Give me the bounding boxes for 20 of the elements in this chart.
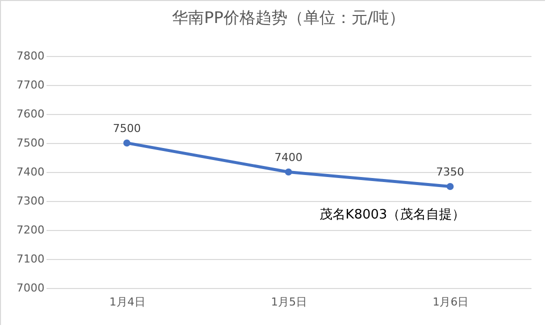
data-label: 7350: [436, 166, 464, 178]
y-tick-label: 7500: [16, 136, 44, 150]
y-tick-label: 7800: [16, 50, 44, 62]
point: [446, 182, 454, 190]
data-label: 7400: [274, 151, 302, 164]
y-tick-label: 7400: [16, 166, 44, 178]
y-tick-label: 7100: [16, 252, 44, 266]
point: [284, 168, 292, 176]
y-tick-label: 7700: [16, 78, 44, 92]
y-tick-label: 7300: [16, 194, 44, 208]
x-tick-label: 1月5日: [271, 296, 307, 308]
point: [123, 139, 130, 147]
x-tick-label: 1月6日: [432, 296, 469, 308]
data-label: 7500: [112, 122, 141, 135]
x-tick-label: 1月4日: [109, 296, 146, 308]
y-tick-label: 7000: [16, 282, 44, 294]
y-tick-label: 7600: [16, 108, 44, 120]
chart-title: 华南PP价格趋势（单位：元/吨）: [172, 8, 405, 27]
y-tick-label: 7200: [16, 224, 44, 236]
series-label: 茂名K8003（茂名自提）: [320, 208, 466, 222]
